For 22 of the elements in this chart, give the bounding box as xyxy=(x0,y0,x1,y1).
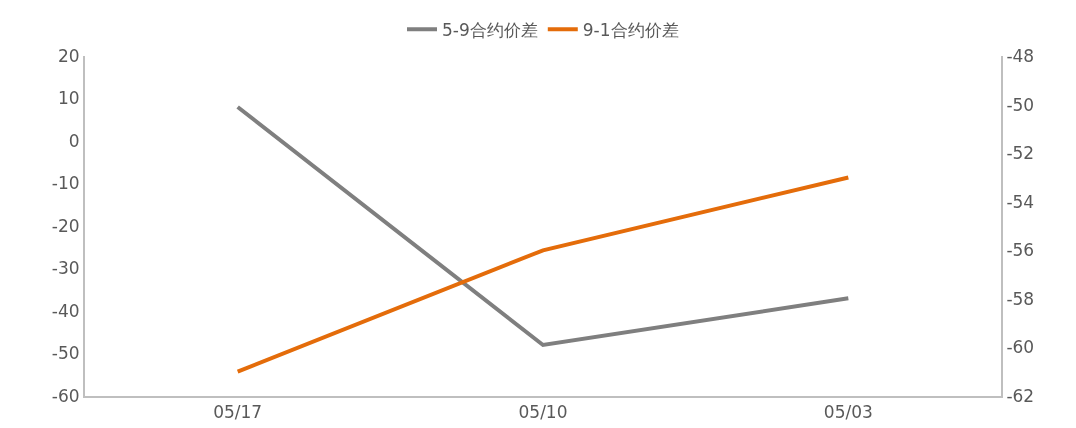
y2-tick-label: -56 xyxy=(1006,240,1035,261)
y2-tick-label: -54 xyxy=(1006,191,1035,212)
y-tick-label: 0 xyxy=(68,130,80,151)
y2-tick-label: -60 xyxy=(1006,337,1035,358)
x-tick-label: 05/03 xyxy=(823,402,873,423)
y-tick-label: -20 xyxy=(51,215,80,236)
x-tick-label: 05/17 xyxy=(213,402,263,423)
y2-tick-label: -62 xyxy=(1006,385,1035,406)
y2-tick-label: -52 xyxy=(1006,143,1035,164)
y-tick-label: -50 xyxy=(51,343,80,364)
y-tick-label: 10 xyxy=(57,88,80,109)
legend-label: 5-9合约价差 xyxy=(442,19,538,40)
y-tick-label: 20 xyxy=(57,45,80,66)
legend-label: 9-1合约价差 xyxy=(582,19,679,40)
y-tick-label: -30 xyxy=(51,258,80,279)
y-tick-label: -10 xyxy=(51,173,80,194)
y-tick-label: -60 xyxy=(51,385,80,406)
y2-tick-label: -50 xyxy=(1006,94,1035,115)
y-tick-label: -40 xyxy=(51,300,80,321)
x-tick-label: 05/10 xyxy=(518,402,568,423)
y2-tick-label: -48 xyxy=(1006,45,1035,66)
y2-tick-label: -58 xyxy=(1006,288,1035,309)
